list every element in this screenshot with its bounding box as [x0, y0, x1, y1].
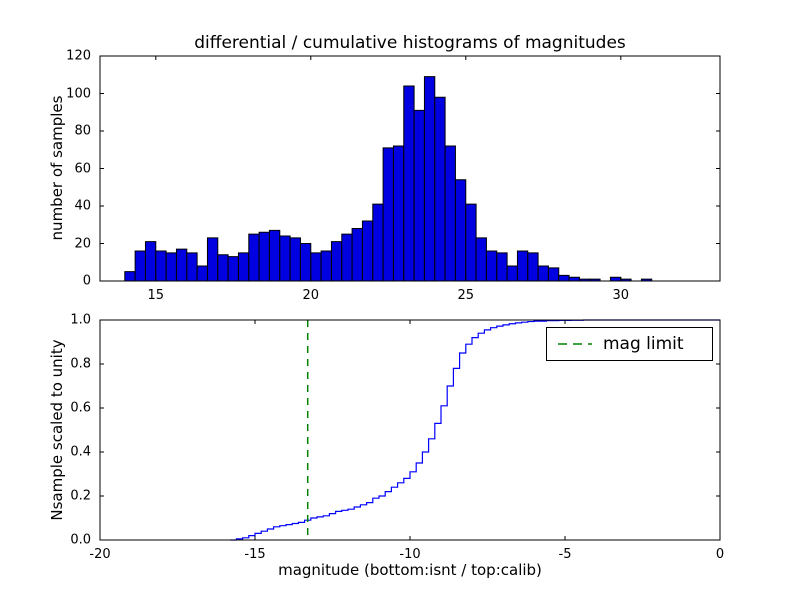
top-ylabel: number of samples	[48, 95, 66, 241]
y-tick-label: 0	[82, 273, 91, 289]
histogram-bar	[248, 233, 260, 282]
histogram-bar	[547, 267, 560, 282]
histogram-bar	[392, 145, 405, 282]
histogram-bar	[165, 252, 177, 282]
x-tick-label: 15	[147, 288, 165, 303]
histogram-bar	[124, 271, 136, 282]
histogram-bar	[175, 248, 188, 282]
y-tick-label: 100	[66, 86, 91, 101]
histogram-bar	[134, 250, 146, 282]
histogram-bar	[496, 252, 508, 282]
histogram-bar	[196, 265, 208, 282]
x-tick-label: -20	[89, 547, 111, 562]
histogram-bar	[454, 179, 467, 282]
x-tick-label: 20	[302, 288, 320, 303]
histogram-bar	[485, 250, 498, 282]
y-tick-label: 1.0	[70, 312, 91, 328]
x-tick-label: 25	[457, 288, 475, 303]
y-tick-label: 80	[74, 123, 91, 139]
chart-title: differential / cumulative histograms of …	[194, 33, 626, 53]
histogram-bar	[506, 265, 518, 282]
bottom-ylabel: Nsample scaled to unity	[48, 339, 66, 521]
histogram-bar	[403, 85, 415, 282]
histogram-bar	[206, 237, 219, 282]
y-tick-label: 0.8	[70, 356, 91, 372]
histogram-bar	[372, 203, 384, 282]
histogram-bar	[351, 228, 363, 282]
histogram-bar	[558, 274, 570, 282]
y-tick-label: 0.0	[70, 532, 91, 548]
histogram-bar	[268, 229, 281, 282]
y-tick-label: 0.2	[70, 488, 91, 504]
histogram-bar	[527, 252, 539, 282]
y-tick-label: 0.6	[70, 400, 91, 416]
histogram-bar	[299, 243, 312, 282]
histogram-bar	[289, 237, 301, 282]
histogram-bar	[475, 237, 487, 282]
y-tick-label: 40	[74, 198, 91, 214]
histogram-bar	[258, 231, 270, 282]
x-tick-label: -15	[244, 547, 266, 562]
histogram-bar	[568, 276, 580, 282]
legend-label: mag limit	[603, 334, 684, 354]
cumulative-step-line	[230, 319, 720, 541]
histogram-bar	[279, 235, 291, 282]
y-tick-label: 20	[74, 236, 91, 251]
histogram-bar	[341, 233, 353, 282]
y-tick-label: 120	[66, 48, 91, 64]
histogram-bar	[423, 76, 436, 282]
histogram-bar	[144, 241, 157, 282]
histogram-bar	[413, 109, 425, 282]
histogram-bar	[237, 252, 250, 282]
histogram-bar	[434, 96, 446, 282]
y-tick-label: 60	[74, 161, 91, 176]
x-tick-label: 0	[715, 547, 725, 562]
histogram-bar	[444, 145, 456, 282]
bottom-xlabel: magnitude (bottom:isnt / top:calib)	[278, 561, 542, 579]
histogram-bar	[382, 147, 394, 282]
x-tick-label: -10	[399, 547, 421, 562]
histogram-bar	[465, 203, 477, 282]
histogram-bar	[609, 276, 622, 282]
histogram-bar	[320, 250, 332, 282]
histogram-bar	[155, 250, 167, 282]
histogram-bar	[330, 241, 343, 282]
histogram-bar	[516, 250, 529, 282]
histogram-bar	[227, 256, 239, 282]
y-tick-label: 0.4	[70, 444, 91, 460]
mag-limit-dash-icon	[558, 343, 592, 345]
histogram-bar	[537, 265, 549, 282]
x-tick-label: -5	[558, 547, 572, 562]
x-tick-label: 30	[612, 288, 630, 303]
histogram-bar	[186, 252, 198, 282]
histogram-bar	[310, 252, 322, 282]
legend: mag limit	[546, 327, 713, 361]
histogram-bar	[217, 254, 229, 282]
histogram-bar	[361, 220, 374, 282]
